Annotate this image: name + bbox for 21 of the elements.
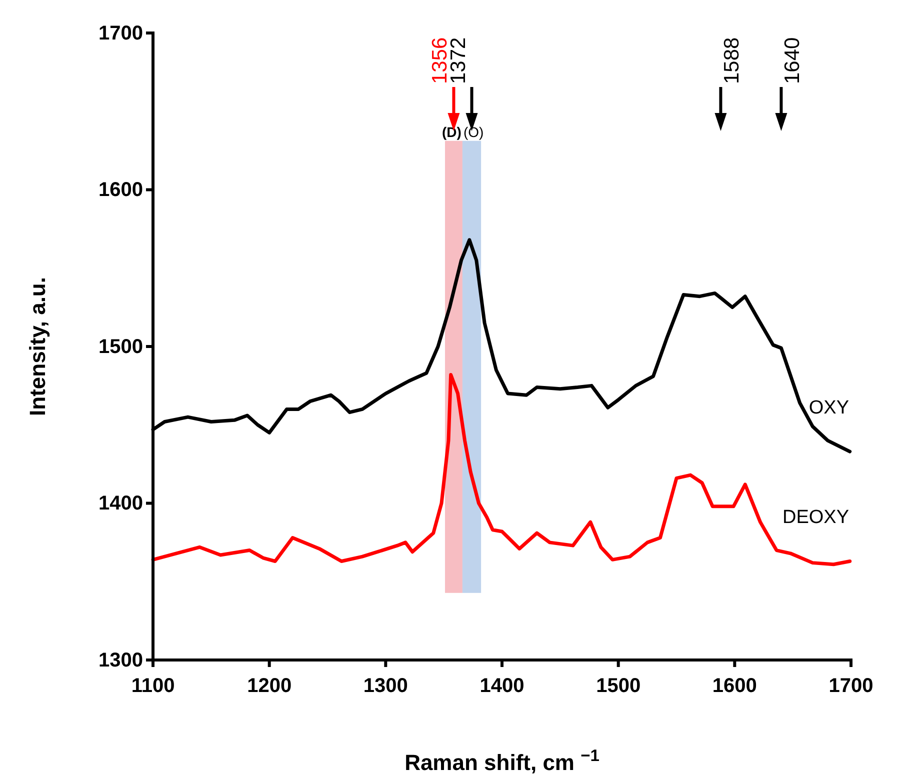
x-tick-label: 1100 (131, 675, 175, 697)
y-tick-label: 1300 (98, 649, 143, 672)
band-label: (D) (442, 124, 462, 140)
y-tick-label: 1400 (98, 492, 143, 515)
band-label: (O) (463, 124, 484, 140)
annotation: 1588 (720, 37, 744, 84)
series-label: OXY (808, 398, 850, 419)
y-tick-label: 1500 (98, 336, 143, 358)
x-tick-label: 1700 (828, 675, 874, 697)
series-label: DEOXY (782, 507, 850, 528)
x-tick-label: 1400 (480, 675, 524, 697)
x-tick-label: 1300 (363, 675, 408, 697)
annotation: 1640 (781, 37, 804, 84)
annotation: 1372 (446, 37, 470, 84)
y-axis-title: Intensity, a.u. (25, 277, 50, 416)
x-tick-label: 1500 (596, 675, 641, 697)
x-tick-label: 1200 (247, 675, 292, 697)
x-tick-label: 1600 (712, 675, 757, 697)
y-tick-label: 1600 (98, 179, 143, 202)
y-tick-label: 1700 (98, 22, 143, 44)
x-axis-title: Raman shift, cm $^{−1}$ (404, 747, 600, 775)
